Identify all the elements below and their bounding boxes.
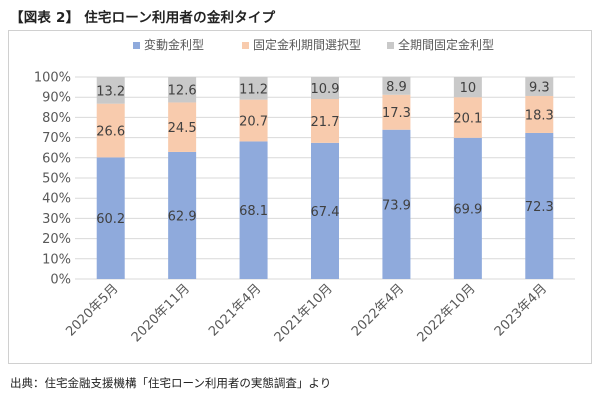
bar-segment	[382, 129, 411, 279]
data-label: 60.2	[96, 212, 125, 227]
bar-segment	[96, 157, 125, 279]
data-label: 67.4	[311, 205, 340, 220]
legend-swatch	[133, 42, 140, 49]
data-label: 13.2	[96, 84, 125, 99]
data-label: 18.3	[525, 108, 554, 123]
data-label: 73.9	[382, 198, 411, 213]
chart-area: 0% 10% 20% 30% 40% 50% 60% 70% 80% 90% 100% 変動金利型 固定…	[8, 30, 592, 364]
data-label: 11.2	[239, 82, 268, 97]
bar-segment	[239, 141, 268, 279]
source-note: 出典：住宅金融支援機構「住宅ローン利用者の実態調査」より	[10, 376, 332, 390]
y-tick-label: 10%	[42, 252, 71, 267]
data-label: 9.3	[529, 81, 550, 96]
data-label: 62.9	[168, 209, 197, 224]
data-label: 10	[460, 81, 477, 96]
legend-label: 変動金利型	[144, 37, 204, 52]
data-label: 72.3	[525, 200, 554, 215]
y-tick-label: 80%	[42, 111, 71, 126]
data-label: 20.1	[453, 112, 482, 127]
bar-segment	[453, 77, 482, 98]
x-tick-label: 2022年10月	[415, 281, 479, 345]
data-label: 24.5	[168, 121, 197, 136]
x-tick-label: 2021年4月	[206, 281, 264, 339]
y-tick-label: 70%	[42, 131, 71, 146]
y-tick-label: 50%	[42, 172, 71, 187]
y-tick-label: 0%	[50, 273, 71, 288]
data-label: 12.6	[168, 84, 197, 99]
bar-segment	[382, 94, 411, 130]
x-tick-label: 2022年4月	[349, 281, 407, 339]
legend-label: 固定金利期間選択型	[253, 37, 361, 52]
bar-segment	[453, 137, 482, 279]
data-label: 10.9	[311, 82, 340, 97]
bar-segment	[96, 77, 125, 104]
data-label: 26.6	[96, 125, 125, 140]
data-label: 21.7	[311, 115, 340, 130]
bar-segment	[239, 77, 268, 100]
bar-segment	[168, 77, 197, 103]
x-tick-label: 2023年4月	[492, 281, 550, 339]
x-tick-label: 2021年10月	[272, 281, 336, 345]
y-tick-label: 40%	[42, 192, 71, 207]
y-tick-label: 30%	[42, 212, 71, 227]
bar-segment	[525, 77, 554, 96]
bar-segment	[96, 103, 125, 158]
y-tick-label: 90%	[42, 91, 71, 106]
y-tick-label: 100%	[34, 71, 71, 86]
stacked-bar-chart: 0% 10% 20% 30% 40% 50% 60% 70% 80% 90% 100% 変動金利型 固定…	[34, 37, 575, 345]
x-tick-label: 2020年5月	[63, 281, 121, 339]
figure-title: 【図表 2】 住宅ローン利用者の金利タイプ	[10, 10, 276, 26]
y-tick-label: 20%	[42, 232, 71, 247]
data-label: 20.7	[239, 115, 268, 130]
bar-segment	[168, 102, 197, 152]
data-label: 69.9	[453, 202, 482, 217]
bar-segment	[382, 76, 411, 95]
data-label: 17.3	[382, 106, 411, 121]
legend-swatch	[242, 42, 249, 49]
bar-segment	[525, 95, 554, 133]
data-label: 8.9	[386, 80, 407, 95]
legend-swatch	[387, 42, 394, 49]
bar-segment	[168, 151, 197, 279]
bar-segment	[525, 132, 554, 279]
y-tick-label: 60%	[42, 151, 71, 166]
data-label: 68.1	[239, 204, 268, 219]
bar-segment	[239, 99, 268, 142]
bar-segment	[311, 77, 339, 100]
legend-label: 全期間固定金利型	[398, 37, 494, 52]
bar-segment	[453, 97, 482, 138]
bar-segment	[311, 99, 339, 143]
bar-segment	[311, 142, 339, 279]
x-tick-label: 2020年11月	[129, 281, 193, 345]
